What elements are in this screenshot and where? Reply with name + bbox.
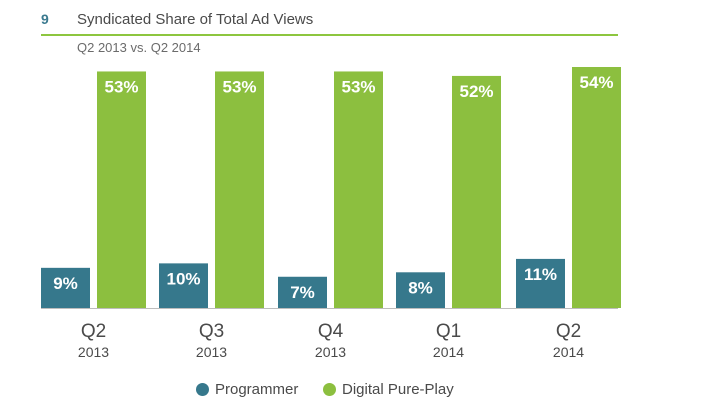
category-label-quarter-3: Q4: [318, 321, 344, 342]
bar-programmer-3: [278, 276, 327, 308]
chart-header: 9 Syndicated Share of Total Ad Views: [41, 8, 618, 36]
data-label-digital-pure-play-3: 53%: [341, 77, 375, 96]
legend-swatch-digital-pure-play: [323, 383, 336, 396]
legend-item-programmer: Programmer: [196, 381, 298, 398]
category-label-quarter-1: Q2: [81, 321, 106, 342]
legend-swatch-programmer: [196, 383, 209, 396]
data-label-digital-pure-play-5: 54%: [579, 73, 613, 92]
category-label-quarter-4: Q1: [436, 321, 461, 342]
bar-programmer-5: [516, 258, 565, 308]
legend-label-digital-pure-play: Digital Pure-Play: [342, 381, 454, 398]
legend-item-digital-pure-play: Digital Pure-Play: [323, 381, 454, 398]
chart-legend: Programmer Digital Pure-Play: [0, 381, 704, 401]
data-label-programmer-1: 9%: [53, 274, 78, 293]
chart-title: Syndicated Share of Total Ad Views: [77, 11, 314, 28]
bar-programmer-4: [396, 272, 445, 308]
legend-label-programmer: Programmer: [215, 381, 299, 398]
bar-digital-pure-play-1: [97, 71, 146, 309]
bar-digital-pure-play-3: [334, 71, 383, 309]
category-label-year-4: 2014: [433, 344, 464, 360]
data-label-programmer-3: 7%: [290, 283, 315, 302]
bar-programmer-2: [159, 263, 208, 308]
figure-number: 9: [41, 11, 49, 27]
category-label-quarter-2: Q3: [199, 321, 224, 342]
bar-chart: 9% 53% Q2 2013 10% 53% Q3 2013 7% 53% Q4 2013 8% 52% Q…: [41, 67, 621, 360]
data-label-digital-pure-play-4: 52%: [459, 82, 493, 101]
data-label-programmer-4: 8%: [408, 278, 433, 297]
category-label-year-3: 2013: [315, 344, 346, 360]
chart-subtitle: Q2 2013 vs. Q2 2014: [77, 40, 201, 55]
category-label-year-5: 2014: [553, 344, 584, 360]
bar-programmer-1: [41, 267, 90, 308]
category-label-quarter-5: Q2: [556, 321, 581, 342]
data-label-programmer-2: 10%: [166, 269, 200, 288]
data-label-programmer-5: 11%: [524, 265, 557, 284]
category-label-year-1: 2013: [78, 344, 109, 360]
bar-digital-pure-play-2: [215, 71, 264, 309]
data-label-digital-pure-play-1: 53%: [104, 77, 138, 96]
category-label-year-2: 2013: [196, 344, 227, 360]
bar-digital-pure-play-4: [452, 75, 501, 308]
data-label-digital-pure-play-2: 53%: [222, 77, 256, 96]
bar-digital-pure-play-5: [572, 67, 621, 308]
